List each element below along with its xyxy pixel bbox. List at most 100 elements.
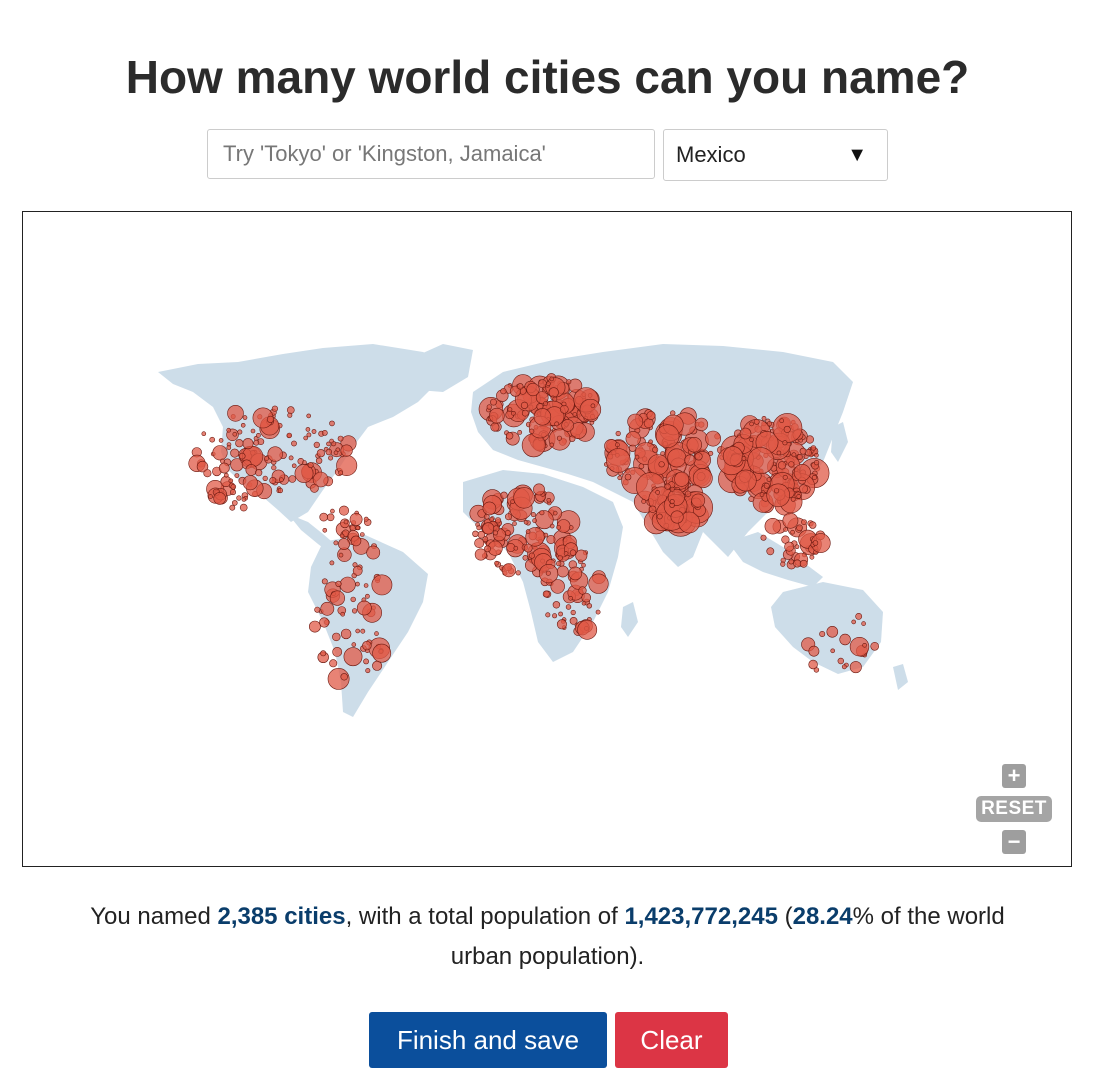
city-marker xyxy=(308,620,321,633)
city-marker xyxy=(488,407,505,424)
city-marker xyxy=(830,648,836,654)
city-marker xyxy=(332,632,341,642)
city-marker xyxy=(517,383,524,390)
clear-button[interactable]: Clear xyxy=(615,1012,728,1068)
city-marker xyxy=(232,431,238,437)
city-marker xyxy=(627,413,644,430)
city-marker xyxy=(316,449,326,458)
zoom-out-button[interactable]: − xyxy=(1002,830,1026,854)
city-marker xyxy=(557,555,563,561)
city-marker xyxy=(350,535,362,547)
world-map[interactable]: + RESET − xyxy=(22,211,1072,867)
summary-text: You named 2,385 cities, with a total pop… xyxy=(0,897,1095,977)
city-marker xyxy=(641,498,647,504)
city-marker xyxy=(783,527,788,532)
city-marker xyxy=(556,565,569,578)
city-marker xyxy=(279,477,284,483)
city-marker xyxy=(228,478,234,484)
city-marker xyxy=(490,398,497,406)
city-marker xyxy=(546,381,551,386)
city-marker xyxy=(764,518,781,535)
reset-button[interactable]: RESET xyxy=(976,796,1052,822)
city-marker xyxy=(558,611,563,617)
city-marker xyxy=(796,494,802,499)
city-marker xyxy=(841,664,847,670)
city-marker xyxy=(667,448,687,468)
city-marker xyxy=(351,642,357,647)
city-marker xyxy=(325,448,332,456)
city-marker xyxy=(568,566,583,581)
city-marker xyxy=(664,483,671,490)
city-marker xyxy=(253,439,260,446)
city-marker xyxy=(264,456,269,461)
city-marker xyxy=(535,391,549,404)
city-marker xyxy=(586,603,592,609)
city-marker xyxy=(684,454,696,466)
city-marker xyxy=(543,401,548,406)
city-marker xyxy=(218,438,224,443)
city-marker xyxy=(364,593,370,599)
city-marker xyxy=(255,469,263,477)
country-select[interactable]: Mexico ▼ xyxy=(663,129,888,181)
city-marker xyxy=(759,492,765,497)
city-marker xyxy=(483,513,490,520)
landmass-north-america xyxy=(158,344,448,522)
summary-pre: You named xyxy=(90,903,218,930)
city-marker xyxy=(669,499,675,504)
zoom-in-button[interactable]: + xyxy=(1002,764,1026,788)
city-marker xyxy=(808,659,818,670)
city-marker xyxy=(288,455,294,461)
city-marker xyxy=(811,474,817,480)
city-marker xyxy=(605,448,631,473)
city-marker xyxy=(302,460,307,465)
city-marker xyxy=(782,512,799,529)
city-marker xyxy=(670,510,684,524)
city-marker xyxy=(799,559,808,568)
city-marker xyxy=(338,505,349,516)
landmass-greenland xyxy=(403,344,473,392)
city-marker xyxy=(329,659,338,668)
landmass-japan xyxy=(831,422,848,462)
city-marker xyxy=(314,606,321,613)
city-marker xyxy=(504,513,512,521)
city-marker xyxy=(849,637,870,657)
city-marker xyxy=(224,472,229,478)
summary-line-1: You named 2,385 cities, with a total pop… xyxy=(0,897,1095,937)
city-marker xyxy=(227,405,244,422)
controls-bar: Mexico ▼ xyxy=(207,129,888,181)
map-canvas[interactable] xyxy=(23,212,1072,867)
city-marker xyxy=(533,483,545,496)
city-marker xyxy=(581,592,592,603)
city-search-input[interactable] xyxy=(207,129,655,179)
finish-and-save-button[interactable]: Finish and save xyxy=(369,1012,607,1068)
city-marker xyxy=(522,554,529,561)
city-marker xyxy=(294,464,314,483)
city-marker xyxy=(837,657,844,665)
city-marker xyxy=(569,616,578,625)
city-marker xyxy=(306,413,312,419)
city-marker xyxy=(507,407,513,412)
city-marker xyxy=(552,396,558,402)
city-marker xyxy=(581,562,586,568)
city-marker xyxy=(556,561,562,567)
city-marker xyxy=(525,527,545,547)
city-marker xyxy=(579,398,602,421)
city-marker xyxy=(652,446,659,453)
city-marker xyxy=(861,621,866,626)
city-marker xyxy=(753,418,760,425)
city-marker xyxy=(568,595,573,601)
city-marker xyxy=(566,379,572,385)
city-marker xyxy=(554,421,560,427)
city-marker xyxy=(543,532,549,538)
city-marker xyxy=(350,596,356,603)
city-marker xyxy=(328,455,334,461)
city-marker xyxy=(790,496,796,502)
city-marker xyxy=(533,408,552,426)
city-marker xyxy=(529,428,535,434)
city-marker xyxy=(788,461,795,468)
city-marker xyxy=(230,448,240,458)
city-marker xyxy=(343,519,349,525)
landmass-madagascar xyxy=(621,602,638,637)
city-marker xyxy=(476,525,482,531)
population-percent: 28.24 xyxy=(792,903,853,930)
